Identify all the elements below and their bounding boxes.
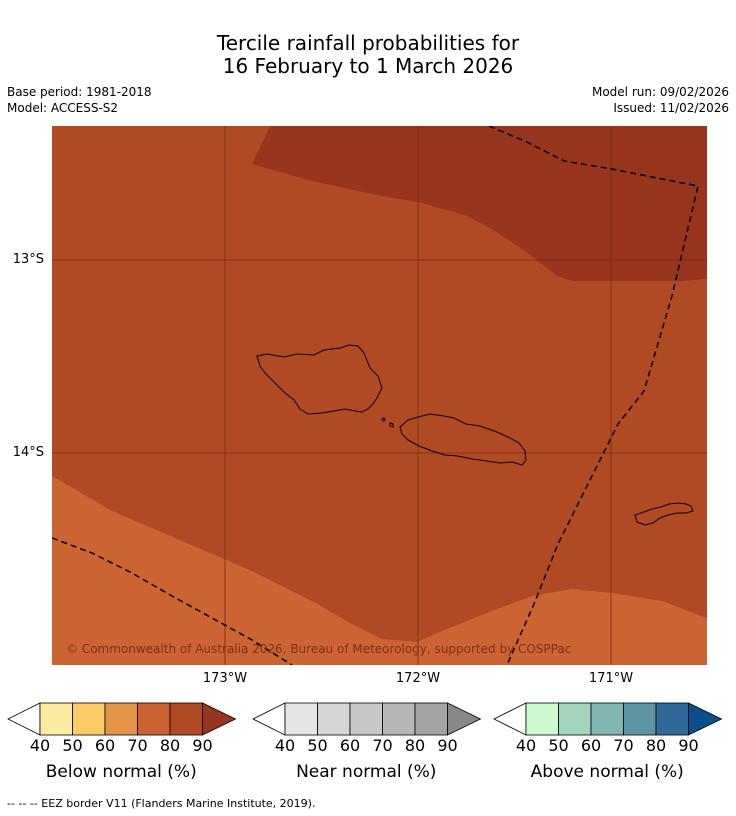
lat-label-14s: 14°S bbox=[12, 445, 44, 460]
colorbar-tick-label: 90 bbox=[678, 736, 699, 755]
manono-apolima-islet bbox=[381, 417, 386, 422]
colorbar-lower-extension bbox=[252, 702, 286, 736]
colorbar-tick-label: 50 bbox=[307, 736, 328, 755]
colorbar-tick-label: 60 bbox=[94, 736, 116, 755]
tutuila-island bbox=[634, 502, 694, 526]
eez-border-footnote: -- -- -- EEZ border V11 (Flanders Marine… bbox=[7, 797, 316, 810]
lon-label-172w: 172°W bbox=[395, 671, 441, 686]
colorbar-label: Above normal (%) bbox=[530, 762, 684, 782]
colorbar-lower-extension bbox=[7, 702, 41, 736]
colorbar-tick-label: 90 bbox=[192, 736, 213, 755]
colorbar-below-normal bbox=[7, 702, 237, 736]
map-title-line-2: 16 February to 1 March 2026 bbox=[222, 54, 514, 78]
colorbar-segment bbox=[169, 702, 203, 736]
lon-label-171w: 171°W bbox=[588, 671, 634, 686]
colorbar-upper-extension bbox=[447, 702, 482, 736]
colorbar-segment bbox=[525, 702, 559, 736]
model-name: Model: ACCESS-S2 bbox=[7, 101, 119, 115]
below-normal-70-region bbox=[52, 476, 707, 665]
map-title-line-1: Tercile rainfall probabilities for bbox=[216, 31, 520, 55]
colorbar-upper-extension bbox=[688, 702, 723, 736]
colorbar-tick-label: 80 bbox=[404, 736, 426, 755]
colorbar-segment bbox=[317, 702, 351, 736]
colorbar-near-normal bbox=[252, 702, 482, 736]
model-run: Model run: 09/02/2026 bbox=[591, 85, 729, 99]
colorbar-segment bbox=[623, 702, 657, 736]
colorbar-tick-label: 80 bbox=[159, 736, 181, 755]
colorbar-segment bbox=[39, 702, 73, 736]
colorbar-tick-label: 50 bbox=[548, 736, 569, 755]
eez-border-southwest bbox=[52, 537, 293, 665]
eez-borders bbox=[52, 126, 699, 665]
colorbar-above-normal bbox=[493, 702, 723, 736]
map-gridlines bbox=[52, 126, 707, 665]
below-normal-90-region bbox=[252, 126, 707, 281]
colorbar-tick-label: 90 bbox=[437, 736, 458, 755]
colorbar-tick-label: 40 bbox=[274, 736, 296, 755]
colorbar-segment bbox=[655, 702, 689, 736]
colorbar-tick-label: 70 bbox=[127, 736, 148, 755]
colorbar-segment bbox=[382, 702, 416, 736]
colorbar-tick-label: 50 bbox=[62, 736, 83, 755]
colorbar-label: Near normal (%) bbox=[296, 762, 437, 782]
rainfall-probability-map: © Commonwealth of Australia 2026, Bureau… bbox=[52, 126, 707, 665]
colorbar-segment bbox=[590, 702, 624, 736]
base-period: Base period: 1981-2018 bbox=[7, 85, 152, 99]
lon-label-173w: 173°W bbox=[202, 671, 248, 686]
colorbar-tick-label: 40 bbox=[29, 736, 51, 755]
savaii-island bbox=[256, 344, 383, 415]
colorbar-tick-label: 40 bbox=[515, 736, 537, 755]
colorbar-tick-label: 70 bbox=[613, 736, 634, 755]
eez-border-east bbox=[488, 126, 699, 665]
lat-label-13s: 13°S bbox=[12, 252, 44, 267]
copyright-notice: © Commonwealth of Australia 2026, Bureau… bbox=[66, 642, 571, 656]
colorbar-upper-extension bbox=[202, 702, 237, 736]
colorbar-lower-extension bbox=[493, 702, 527, 736]
colorbar-segment bbox=[414, 702, 448, 736]
apolima-islet bbox=[389, 422, 394, 428]
colorbar-segment bbox=[137, 702, 171, 736]
colorbar-segment bbox=[104, 702, 138, 736]
coastlines bbox=[256, 344, 694, 526]
colorbar-tick-label: 60 bbox=[580, 736, 602, 755]
colorbar-label: Below normal (%) bbox=[45, 762, 197, 782]
upolu-island bbox=[399, 413, 527, 466]
colorbar-segment bbox=[72, 702, 106, 736]
colorbar-tick-label: 80 bbox=[645, 736, 667, 755]
colorbar-segment bbox=[349, 702, 383, 736]
colorbar-segment bbox=[284, 702, 318, 736]
colorbar-tick-label: 60 bbox=[339, 736, 361, 755]
colorbar-segment bbox=[558, 702, 592, 736]
issued-date: Issued: 11/02/2026 bbox=[613, 101, 729, 115]
colorbar-tick-label: 70 bbox=[372, 736, 393, 755]
